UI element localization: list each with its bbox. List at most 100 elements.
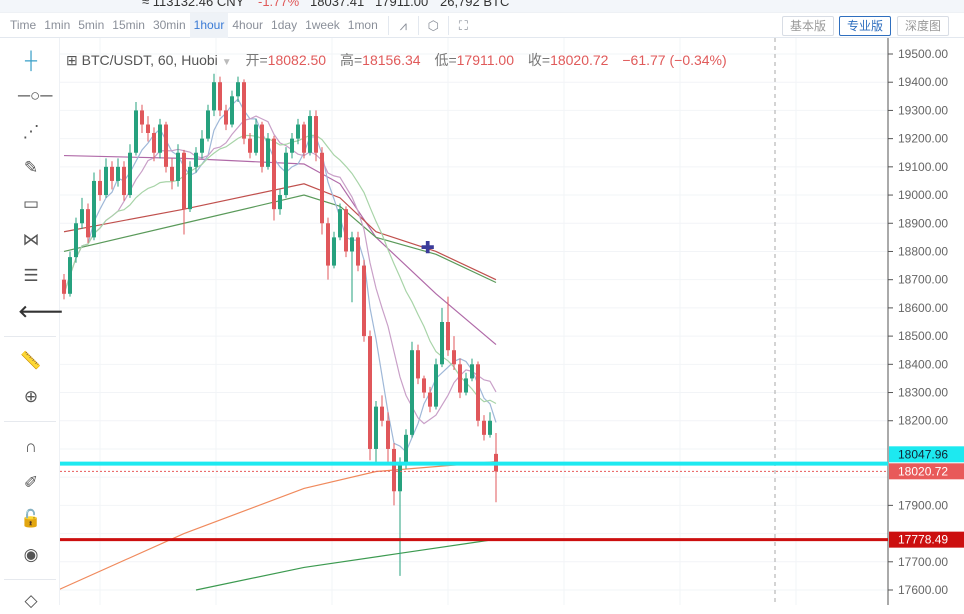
candle (134, 101, 138, 156)
axis-tick-label: 18200.00 (898, 414, 948, 428)
candle (428, 386, 432, 413)
eye-icon[interactable]: ◉ (23, 545, 39, 564)
candle (104, 158, 108, 198)
candle-body (128, 152, 132, 196)
tf-1week[interactable]: 1week (305, 18, 340, 32)
candle (356, 231, 360, 272)
candle (434, 358, 438, 410)
candle-body (320, 152, 324, 224)
candle-body (446, 322, 450, 351)
trend-lines-icon[interactable]: ⋰ (22, 122, 40, 141)
eraser-icon[interactable]: ◇ (24, 591, 38, 610)
tf-30min[interactable]: 30min (152, 18, 186, 32)
depth-chart-button[interactable]: 深度图 (897, 16, 950, 36)
candle (110, 161, 114, 190)
ruler-icon[interactable]: 📏 (20, 351, 42, 370)
candle-body (476, 364, 480, 421)
price-chart[interactable]: 19500.00 19400.00 19300.00 19200.00 19100.00… (60, 38, 964, 605)
drawing-toolbar: ┼ ─○─ ⋰ ✎ ▭ ⋈ ☰ 🡐 📏 ⊕ ∩ ✐ 🔓 ◉ ◇ (0, 38, 64, 610)
zoom-in-icon[interactable]: ⊕ (23, 387, 39, 406)
settings-icon[interactable]: ⬡ (417, 16, 448, 35)
ticker-high: 18037.41 (310, 0, 365, 9)
chevron-down-icon[interactable]: ▼ (221, 57, 232, 68)
divider (4, 421, 56, 422)
axis-tick-label: 18500.00 (898, 329, 948, 343)
text-note-icon[interactable]: ▭ (22, 194, 40, 213)
axis-tick-label: 18800.00 (898, 244, 948, 258)
crosshair-icon[interactable]: ┼ (24, 51, 38, 70)
close-value: 18020.72 (550, 52, 609, 68)
axis-tick-label: 18600.00 (898, 301, 948, 315)
candle (458, 358, 462, 399)
candle-body (290, 138, 294, 153)
candle-body (74, 223, 78, 258)
candle (230, 90, 234, 128)
candle (140, 104, 144, 133)
candle-body (434, 364, 438, 407)
lock-drawing-icon[interactable]: ✐ (23, 473, 39, 492)
axis-tick-label: 18300.00 (898, 386, 948, 400)
tf-1day[interactable]: 1day (271, 18, 298, 32)
candle-body (338, 209, 342, 238)
candle (164, 121, 168, 173)
axis-tick-label: 19300.00 (898, 103, 948, 117)
candle (380, 395, 384, 427)
horizontal-line-icon[interactable]: ─○─ (18, 86, 53, 105)
candle (86, 203, 90, 244)
candle-body (254, 124, 258, 153)
candle (254, 118, 258, 156)
tf-15min[interactable]: 15min (112, 18, 145, 32)
candle-body (344, 209, 348, 252)
tf-time[interactable]: Time (10, 18, 37, 32)
symbol-label[interactable]: BTC/USDT, 60, Huobi (81, 52, 218, 68)
candle (398, 457, 402, 576)
candle-body (284, 152, 288, 196)
candle (320, 147, 324, 235)
axis-tick-label: 17600.00 (898, 583, 948, 597)
ticker-low: 17911.00 (375, 0, 429, 9)
candle (278, 189, 282, 215)
candle (62, 274, 66, 300)
tf-1min[interactable]: 1min (44, 18, 71, 32)
brush-icon[interactable]: ✎ (23, 158, 39, 177)
magnet-icon[interactable]: ∩ (24, 437, 38, 456)
candle (464, 372, 468, 396)
candle-body (200, 138, 204, 153)
candle-body (308, 116, 312, 153)
last-price-tag (889, 463, 964, 480)
candle (476, 361, 480, 427)
divider (4, 579, 56, 580)
candle (176, 144, 180, 187)
moving-average-line (63, 115, 497, 425)
fullscreen-icon[interactable]: ⛶ (447, 16, 478, 35)
candle-body (272, 138, 276, 210)
pattern-icon[interactable]: ⋈ (22, 230, 40, 249)
candle-body (212, 82, 216, 111)
open-label: 开= (245, 52, 268, 68)
tf-4hour[interactable]: 4hour (232, 18, 264, 32)
candle (386, 412, 390, 464)
fib-retracement-icon[interactable]: ☰ (23, 266, 39, 285)
unlock-icon[interactable]: 🔓 (20, 509, 42, 528)
candle (446, 296, 450, 356)
pro-version-button[interactable]: 专业版 (839, 16, 892, 36)
candle-body (80, 209, 84, 224)
candle (296, 118, 300, 145)
price-tag (889, 446, 964, 463)
candle-body (380, 406, 384, 421)
candle-body (440, 322, 444, 365)
indicator-icon[interactable]: ⩘ (387, 16, 418, 35)
candle-body (356, 237, 360, 266)
candle (206, 104, 210, 142)
candle (284, 147, 288, 198)
candle (422, 375, 426, 399)
tf-1hour[interactable]: 1hour (189, 13, 229, 38)
high-label: 高= (339, 52, 363, 68)
candle (452, 336, 456, 370)
tf-5min[interactable]: 5min (78, 18, 105, 32)
candle (272, 135, 276, 221)
basic-version-button[interactable]: 基本版 (782, 16, 835, 36)
symbol-toggle-icon[interactable]: ⊞ (66, 52, 78, 68)
tf-1mon[interactable]: 1mon (347, 18, 378, 32)
back-arrow-icon[interactable]: 🡐 (18, 302, 64, 321)
